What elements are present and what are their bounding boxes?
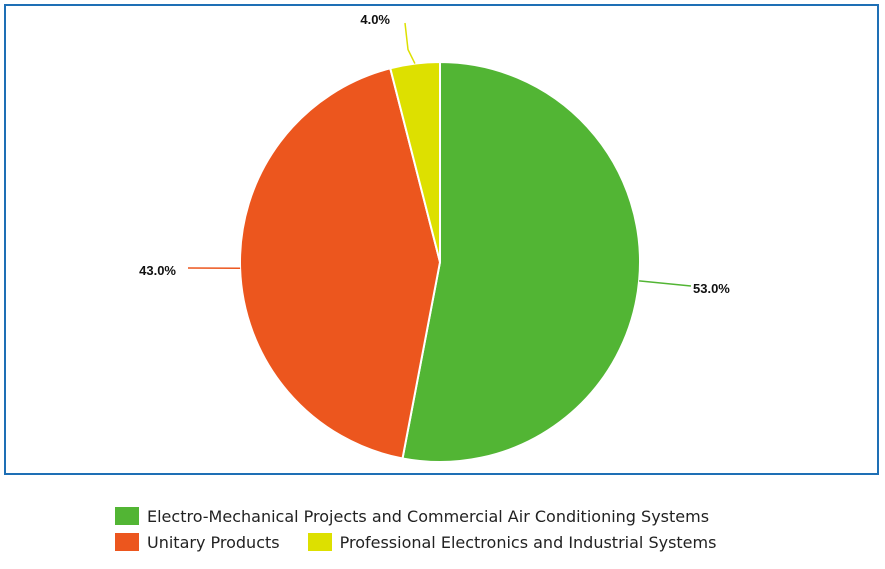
legend-row-1: Electro-Mechanical Projects and Commerci… [115, 503, 795, 529]
pie-slice-1 [401, 60, 641, 463]
legend-item-electro-mechanical: Electro-Mechanical Projects and Commerci… [115, 507, 709, 526]
legend-label-professional-electronics: Professional Electronics and Industrial … [339, 532, 717, 552]
legend-swatch-professional-electronics [307, 533, 332, 551]
legend-swatch-unitary-products [115, 533, 139, 551]
pie-chart: 53.0% 43.0% 4.0% [139, 12, 730, 463]
legend-item-unitary-products: Unitary Products [115, 533, 280, 552]
legend: Electro-Mechanical Projects and Commerci… [115, 503, 795, 555]
pie-slice-2 [239, 67, 442, 460]
legend-swatch-electro-mechanical [115, 507, 139, 525]
slice-labels: 53.0% 43.0% 4.0% [139, 12, 730, 296]
leader-line-1 [639, 280, 692, 287]
leader-line-3 [404, 22, 416, 64]
slice-value-label-1: 53.0% [693, 281, 730, 296]
pie-slices [239, 60, 641, 463]
leader-lines [187, 22, 692, 287]
legend-label-unitary-products: Unitary Products [147, 532, 280, 552]
pie-slice-3 [389, 60, 441, 263]
legend-row-2: Unitary Products Professional Electronic… [115, 529, 795, 555]
slice-value-label-2: 43.0% [139, 263, 176, 278]
legend-item-professional-electronics: Professional Electronics and Industrial … [307, 532, 717, 552]
legend-label-electro-mechanical: Electro-Mechanical Projects and Commerci… [147, 506, 710, 526]
slice-value-label-3: 4.0% [360, 12, 390, 27]
